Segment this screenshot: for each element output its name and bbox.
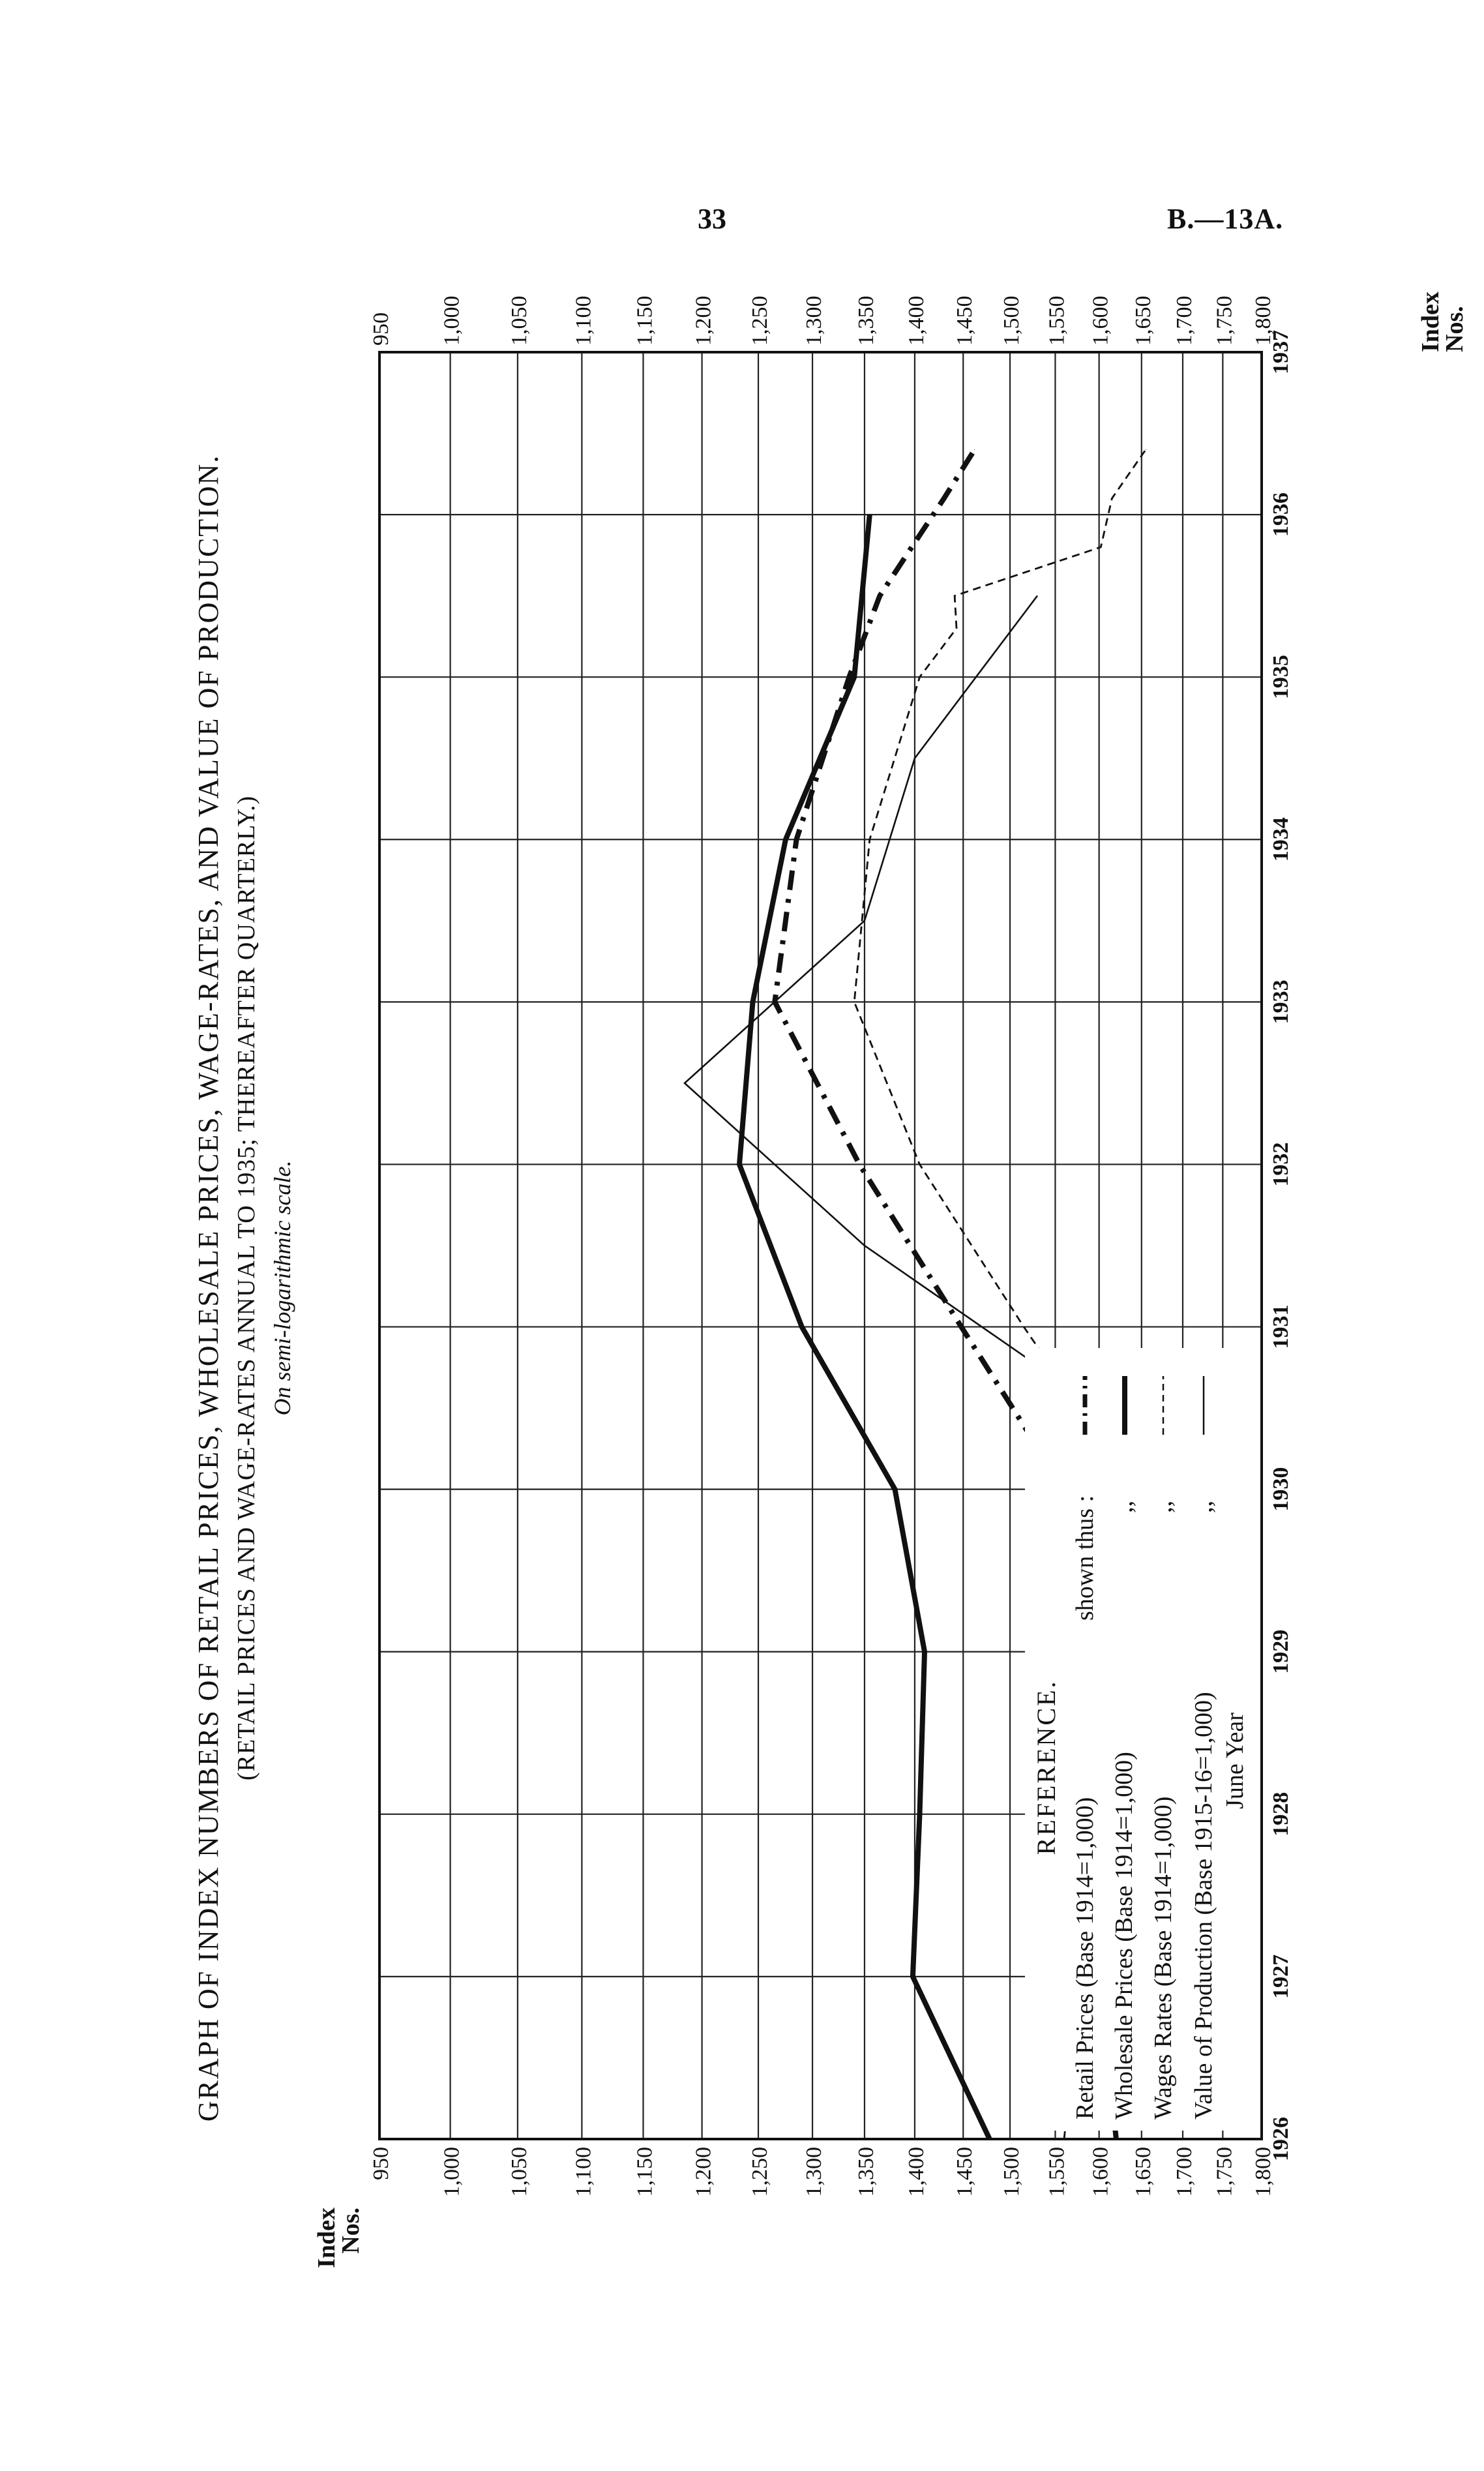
report-code: B.—13A.	[1167, 203, 1284, 235]
tick-label-value-top: 1,700	[1172, 296, 1196, 346]
tick-label-value-bottom: 1,300	[802, 2147, 826, 2197]
tick-label-year: 1927	[1269, 1954, 1293, 1999]
tick-label-value-top: 1,750	[1212, 296, 1236, 346]
data-point	[974, 449, 975, 450]
tick-label-year: 1928	[1269, 1792, 1293, 1836]
data-point	[956, 627, 957, 629]
data-point	[848, 676, 850, 678]
tick-label-value-bottom: 1,250	[748, 2147, 772, 2197]
tick-label-value-top: 1,650	[1131, 296, 1155, 346]
data-point	[912, 1976, 913, 1977]
tick-label-year: 1932	[1269, 1142, 1293, 1186]
data-point	[869, 839, 870, 840]
axis-title-index-bottom: Index	[313, 2208, 340, 2268]
tick-label-value-bottom: 1,550	[1045, 2147, 1069, 2197]
chart-title: GRAPH OF INDEX NUMBERS OF RETAIL PRICES,…	[192, 455, 224, 2122]
legend-item-production: Value of Production (Base 1915-16=1,000)…	[1190, 1376, 1249, 2119]
tick-label-value-bottom: 1,700	[1172, 2147, 1196, 2197]
tick-label-year: 1936	[1269, 492, 1293, 537]
legend-label: Wholesale Prices (Base 1914=1,000)	[1110, 1752, 1138, 2119]
legend-item-wages: Wages Rates (Base 1914=1,000) ,,	[1150, 1376, 1177, 2119]
tick-label-value-top: 1,300	[802, 296, 826, 346]
legend: REFERENCE. Retail Prices (Base 1914=1,00…	[1025, 1348, 1271, 2131]
legend-item-retail: Retail Prices (Base 1914=1,000) shown th…	[1071, 1376, 1099, 2119]
legend-ditto: ,,	[1150, 1501, 1177, 1513]
legend-label: Value of Production (Base 1915-16=1,000)	[1190, 1692, 1217, 2119]
tick-label-year: 1929	[1269, 1630, 1293, 1674]
tick-label-year: 1926	[1269, 2117, 1293, 2161]
tick-label-value-bottom: 1,000	[440, 2147, 464, 2197]
tick-label-value-bottom: 1,200	[692, 2147, 716, 2197]
chart-note: On semi-logarithmic scale.	[269, 1161, 295, 1416]
legend-ditto: ,,	[1190, 1501, 1217, 1513]
tick-label-value-bottom: 1,150	[632, 2147, 657, 2197]
tick-label-value-bottom: 1,750	[1212, 2147, 1236, 2197]
data-point	[960, 1326, 962, 1328]
tick-label-value-bottom: 1,500	[1000, 2147, 1024, 2197]
legend-label: Retail Prices (Base 1914=1,000)	[1071, 1797, 1099, 2119]
data-point	[943, 498, 945, 499]
tick-label-value-top: 1,500	[1000, 296, 1024, 346]
legend-label-line2: June Year	[1221, 1713, 1249, 1809]
tick-label-value-bottom: 1,650	[1131, 2147, 1155, 2197]
tick-label-value-bottom: 950	[369, 2147, 393, 2180]
tick-label-year: 1935	[1269, 655, 1293, 699]
axis-title-index-top: Index	[1417, 292, 1444, 352]
tick-label-value-bottom: 1,100	[571, 2147, 595, 2197]
tick-label-value-top: 1,400	[904, 296, 928, 346]
tick-label-value-top: 1,250	[748, 296, 772, 346]
tick-label-year: 1937	[1269, 330, 1293, 374]
legend-item-wholesale: Wholesale Prices (Base 1914=1,000) ,,	[1110, 1376, 1138, 2119]
tick-label-value-top: 1,000	[440, 296, 464, 346]
tick-label-value-top: 1,100	[571, 296, 595, 346]
legend-ditto: ,,	[1110, 1501, 1138, 1513]
tick-label-value-top: 950	[369, 312, 393, 346]
tick-label-value-bottom: 1,350	[854, 2147, 878, 2197]
title-block: GRAPH OF INDEX NUMBERS OF RETAIL PRICES,…	[192, 455, 295, 2122]
data-point	[739, 1163, 740, 1165]
data-point	[795, 839, 797, 840]
legend-shown-thus: shown thus :	[1071, 1495, 1099, 1621]
page-number: 33	[698, 203, 726, 235]
data-point	[801, 1326, 803, 1328]
tick-label-value-bottom: 1,400	[904, 2147, 928, 2197]
tick-label-year: 1930	[1269, 1467, 1293, 1512]
tick-label-value-top: 1,150	[632, 296, 657, 346]
tick-label-value-top: 1,450	[953, 296, 977, 346]
legend-background	[1025, 1348, 1271, 2131]
tick-label-year: 1933	[1269, 980, 1293, 1024]
chart-subtitle: (RETAIL PRICES AND WAGE-RATES ANNUAL TO …	[233, 796, 260, 1780]
data-point	[853, 676, 855, 678]
legend-heading: REFERENCE.	[1031, 1680, 1061, 1855]
data-point	[864, 920, 865, 921]
tick-label-value-top: 1,800	[1251, 296, 1275, 346]
tick-labels: 950 950 1,000 1,000 1,050 1,050 1,100 1,100 1,15…	[369, 296, 1293, 2197]
tick-label-value-top: 1,050	[507, 296, 531, 346]
data-point	[859, 1163, 860, 1165]
legend-label: Wages Rates (Base 1914=1,000)	[1150, 1797, 1177, 2119]
tick-label-value-top: 1,350	[854, 296, 878, 346]
tick-label-value-bottom: 1,050	[507, 2147, 531, 2197]
tick-label-value-top: 1,600	[1089, 296, 1113, 346]
axis-title-nos-top: Nos.	[1441, 306, 1468, 352]
axis-title-nos-bottom: Nos.	[337, 2208, 364, 2254]
tick-label-value-top: 1,200	[692, 296, 716, 346]
tick-label-value-bottom: 1,450	[953, 2147, 977, 2197]
tick-label-year: 1934	[1269, 817, 1293, 861]
data-point	[785, 839, 786, 840]
data-point	[919, 1163, 920, 1165]
tick-label-value-top: 1,550	[1045, 296, 1069, 346]
plot-frame	[378, 351, 1263, 2140]
tick-label-value-bottom: 1,600	[1089, 2147, 1113, 2197]
data-point	[919, 676, 920, 678]
tick-label-value-bottom: 1,800	[1251, 2147, 1275, 2197]
tick-label-year: 1931	[1269, 1305, 1293, 1349]
